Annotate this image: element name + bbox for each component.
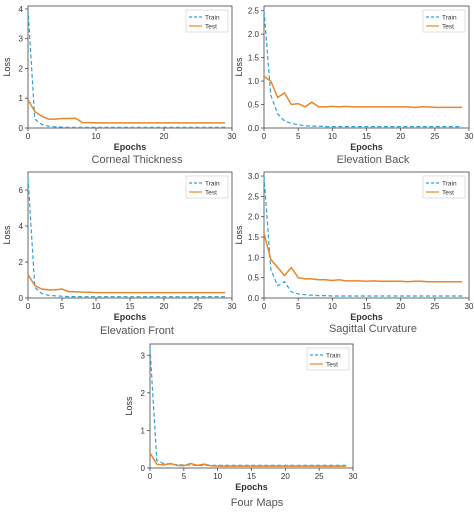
x-tick-label: 20 [281, 472, 290, 481]
y-axis-label: Loss [234, 57, 244, 77]
legend-label-test: Test [205, 24, 217, 31]
x-tick-label: 0 [26, 132, 31, 141]
x-tick-label: 0 [262, 302, 267, 311]
x-axis-label: Epochs [235, 482, 268, 492]
legend-label-train: Train [205, 15, 220, 22]
y-axis-label: Loss [234, 225, 244, 245]
y-tick-label: 1 [19, 94, 24, 103]
series-line-train [27, 8, 226, 129]
legend-label-test: Test [442, 190, 454, 197]
y-axis-label: Loss [2, 225, 12, 245]
y-tick-label: 1.0 [248, 77, 260, 86]
y-tick-label: 4 [19, 222, 24, 231]
caption-sagittal-curvature: Sagittal Curvature [328, 323, 418, 335]
x-tick-label: 15 [247, 472, 256, 481]
x-tick-label: 20 [160, 132, 169, 141]
legend-label-test: Test [205, 190, 217, 197]
x-tick-label: 20 [396, 132, 405, 141]
series-line-test [263, 232, 463, 283]
x-axis-label: Epochs [350, 312, 383, 322]
y-axis-label: Loss [2, 57, 12, 77]
series-line-train [27, 177, 226, 298]
y-tick-label: 0 [19, 124, 24, 133]
legend-label-train: Train [205, 181, 220, 188]
y-tick-label: 3 [19, 35, 24, 44]
x-tick-label: 25 [430, 302, 439, 311]
y-tick-label: 1 [141, 426, 146, 435]
x-tick-label: 0 [26, 302, 31, 311]
y-tick-label: 2.0 [248, 213, 260, 222]
series-line-train [263, 176, 463, 297]
x-tick-label: 5 [296, 132, 301, 141]
x-axis-label: Epochs [350, 142, 383, 152]
legend-label-test: Test [326, 362, 338, 369]
x-tick-label: 5 [182, 472, 187, 481]
x-tick-label: 0 [262, 132, 267, 141]
caption-corneal-thickness: Corneal Thickness [91, 154, 183, 166]
y-tick-label: 6 [19, 186, 24, 195]
y-tick-label: 0.0 [248, 124, 260, 133]
y-tick-label: 4 [19, 5, 24, 14]
caption-elevation-back: Elevation Back [336, 154, 410, 166]
series-line-test [263, 75, 463, 109]
x-tick-label: 20 [396, 302, 405, 311]
y-tick-label: 0 [141, 464, 146, 473]
y-tick-label: 3.0 [248, 172, 260, 181]
chart-1: 0 5 10 15 20 25 30 0.0 0.5 1.0 1.5 2.0 2.5 Epochs Loss… [234, 5, 474, 152]
y-tick-label: 1.0 [248, 253, 260, 262]
x-tick-label: 10 [328, 302, 337, 311]
x-tick-label: 5 [60, 302, 65, 311]
y-tick-label: 2.0 [248, 30, 260, 39]
caption-four-maps: Four Maps [230, 497, 284, 509]
legend-label-train: Train [442, 181, 457, 188]
y-tick-label: 0.5 [248, 101, 260, 110]
caption-elevation-front: Elevation Front [100, 325, 174, 337]
chart-4: 0 5 10 15 20 25 30 0 1 2 3 Epochs Loss Train Test [124, 343, 358, 492]
x-tick-label: 30 [228, 132, 237, 141]
chart-3: 0 5 10 15 20 25 30 0.0 0.5 1.0 1.5 2.0 2.5 3.0 Epochs L… [234, 171, 474, 322]
series-line-test [27, 274, 226, 294]
legend-label-train: Train [442, 15, 457, 22]
x-tick-label: 0 [148, 472, 153, 481]
x-tick-label: 30 [228, 302, 237, 311]
x-tick-label: 15 [362, 132, 371, 141]
y-tick-label: 2 [141, 389, 146, 398]
x-axis-label: Epochs [114, 142, 147, 152]
plot-frame [27, 5, 233, 129]
y-tick-label: 2 [19, 64, 24, 73]
legend-label-train: Train [326, 353, 341, 360]
x-tick-label: 30 [465, 132, 474, 141]
chart-2: 0 5 10 15 20 25 30 0 2 4 6 Epochs Loss Train Test [2, 171, 237, 322]
y-tick-label: 0.0 [248, 294, 260, 303]
x-tick-label: 25 [194, 302, 203, 311]
x-axis-label: Epochs [114, 312, 147, 322]
x-tick-label: 10 [328, 132, 337, 141]
y-tick-label: 2.5 [248, 192, 260, 201]
x-tick-label: 10 [213, 472, 222, 481]
x-tick-label: 10 [92, 132, 101, 141]
x-tick-label: 15 [362, 302, 371, 311]
series-line-test [149, 452, 347, 467]
x-tick-label: 5 [296, 302, 301, 311]
x-tick-label: 15 [126, 302, 135, 311]
y-tick-label: 1.5 [248, 54, 260, 63]
x-tick-label: 25 [315, 472, 324, 481]
x-tick-label: 30 [465, 302, 474, 311]
y-tick-label: 2 [19, 258, 24, 267]
x-tick-label: 20 [160, 302, 169, 311]
y-tick-label: 1.5 [248, 233, 260, 242]
y-tick-label: 0.5 [248, 274, 260, 283]
x-tick-label: 25 [430, 132, 439, 141]
x-tick-label: 10 [92, 302, 101, 311]
y-tick-label: 0 [19, 294, 24, 303]
series-line-test [27, 99, 226, 124]
y-tick-label: 3 [141, 351, 146, 360]
y-axis-label: Loss [124, 396, 134, 416]
chart-0: 0 10 20 30 0 1 2 3 4 Epochs Loss Train Test [2, 5, 237, 152]
legend-label-test: Test [442, 24, 454, 31]
y-tick-label: 2.5 [248, 7, 260, 16]
x-tick-label: 30 [349, 472, 358, 481]
